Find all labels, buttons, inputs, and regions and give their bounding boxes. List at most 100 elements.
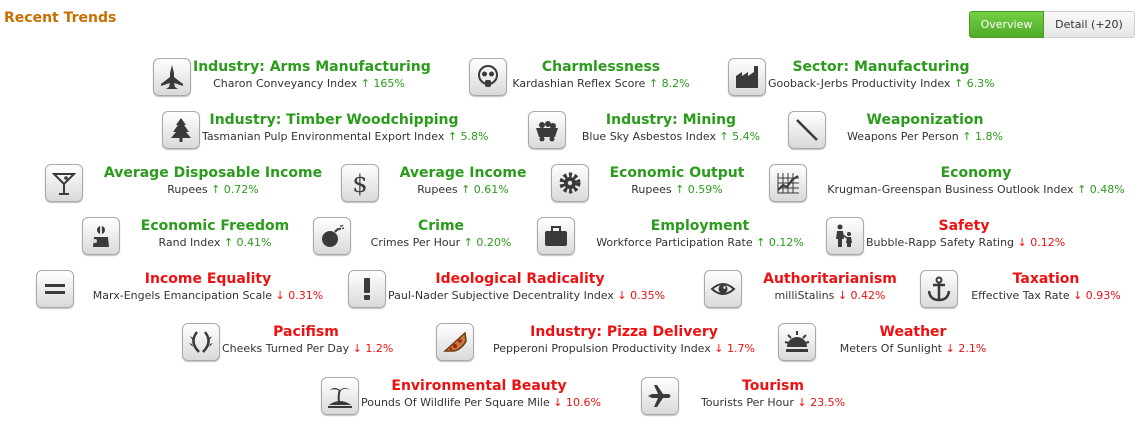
trend-change: ↑ 0.72% [211,183,259,196]
trend-change: ↑ 5.8% [447,130,489,143]
trend-text: Industry: Mining Blue Sky Asbestos Index… [568,112,774,144]
trend-name[interactable]: Industry: Mining [605,112,737,128]
trend-subtitle: Workforce Participation Rate ↑ 0.12% [577,235,823,250]
trend-name[interactable]: Economic Output [609,165,745,181]
trend-employment[interactable]: Employment Workforce Participation Rate … [537,216,823,256]
trend-index: Crimes Per Hour [370,236,461,249]
trend-name[interactable]: Industry: Arms Manufacturing [193,59,431,75]
bomb-icon [313,217,351,255]
trend-subtitle: Tasmanian Pulp Environmental Export Inde… [202,129,489,144]
trend-crime[interactable]: Crime Crimes Per Hour ↑ 0.20% [313,216,529,256]
tab-detail[interactable]: Detail (+20) [1044,11,1135,38]
trend-change: ↓ 10.6% [553,396,601,409]
trend-ideological-radicality[interactable]: Ideological Radicality Paul-Nader Subjec… [348,269,665,309]
svg-text:$: $ [352,170,367,196]
trend-name[interactable]: Authoritarianism [763,271,897,287]
trend-industry-mining[interactable]: Industry: Mining Blue Sky Asbestos Index… [528,110,774,150]
trend-text: Sector: Manufacturing Gooback-Jerbs Prod… [768,59,995,91]
trend-name[interactable]: Environmental Beauty [391,378,567,394]
trend-sector-manufacturing[interactable]: Sector: Manufacturing Gooback-Jerbs Prod… [728,57,995,97]
trend-change: ↑ 5.4% [719,130,761,143]
trend-name[interactable]: Tourism [742,378,804,394]
trend-index: Gooback-Jerbs Productivity Index [768,77,951,90]
trend-subtitle: milliStalins ↓ 0.42% [744,288,916,303]
trend-subtitle: Marx-Engels Emancipation Scale ↓ 0.31% [76,288,340,303]
trend-weather[interactable]: Weather Meters Of Sunlight ↓ 2.1% [778,322,1008,362]
trend-name[interactable]: Safety [938,218,990,234]
section-title: Recent Trends [4,10,117,26]
gas-mask-icon [469,58,507,96]
trend-text: Industry: Pizza Delivery Pepperoni Propu… [476,324,772,356]
trend-index: Meters Of Sunlight [839,342,943,355]
trend-change: ↓ 0.35% [617,289,666,302]
trend-name[interactable]: Crime [417,218,465,234]
trend-index: Marx-Engels Emancipation Scale [92,289,273,302]
trend-text: Income Equality Marx-Engels Emancipation… [76,271,340,303]
trend-index: Paul-Nader Subjective Decentrality Index [388,289,614,302]
trend-text: Industry: Timber Woodchipping Tasmanian … [202,112,489,144]
trend-taxation[interactable]: Taxation Effective Tax Rate ↓ 0.93% [920,269,1132,309]
trend-change: ↓ 0.42% [837,289,886,302]
trend-economy[interactable]: Economy Krugman-Greenspan Business Outlo… [769,163,1138,203]
trend-text: Tourism Tourists Per Hour ↓ 23.5% [681,378,865,410]
trend-text: Average Disposable Income Rupees ↑ 0.72% [85,165,341,197]
trend-text: Safety Bubble-Rapp Safety Rating ↓ 0.12% [866,218,1065,250]
trend-industry-arms-manufacturing[interactable]: Industry: Arms Manufacturing Charon Conv… [153,57,431,97]
trend-name[interactable]: Average Income [399,165,527,181]
trend-name[interactable]: Income Equality [144,271,272,287]
trend-text: Employment Workforce Participation Rate … [577,218,823,250]
trend-subtitle: Blue Sky Asbestos Index ↑ 5.4% [568,129,774,144]
trend-industry-timber-woodchipping[interactable]: Industry: Timber Woodchipping Tasmanian … [162,110,489,150]
trend-change: ↑ 1.8% [962,130,1003,143]
trend-name[interactable]: Ideological Radicality [435,271,605,287]
trend-name[interactable]: Economic Freedom [140,218,290,234]
jet-icon [153,58,191,96]
trend-index: Krugman-Greenspan Business Outlook Index [827,183,1074,196]
trend-name[interactable]: Weaponization [866,112,984,128]
trend-subtitle: Effective Tax Rate ↓ 0.93% [960,288,1132,303]
trend-name[interactable]: Average Disposable Income [103,165,323,181]
trend-economic-output[interactable]: Economic Output Rupees ↑ 0.59% [551,163,763,203]
market-icon [82,217,120,255]
trend-text: Crime Crimes Per Hour ↑ 0.20% [353,218,529,250]
trend-weaponization[interactable]: Weaponization Weapons Per Person ↑ 1.8% [788,110,1022,150]
trend-economic-freedom[interactable]: Economic Freedom Rand Index ↑ 0.41% [82,216,308,256]
trend-index: Rupees [631,183,672,196]
trend-subtitle: Tourists Per Hour ↓ 23.5% [681,395,865,410]
trend-average-income[interactable]: $ Average Income Rupees ↑ 0.61% [341,163,545,203]
trend-tourism[interactable]: Tourism Tourists Per Hour ↓ 23.5% [641,376,865,416]
trend-safety[interactable]: Safety Bubble-Rapp Safety Rating ↓ 0.12% [826,216,1065,256]
trend-name[interactable]: Charmlessness [541,59,661,75]
trend-name[interactable]: Sector: Manufacturing [792,59,970,75]
trend-index: Rand Index [158,236,221,249]
trend-average-disposable-income[interactable]: Average Disposable Income Rupees ↑ 0.72% [45,163,341,203]
trend-name[interactable]: Employment [650,218,750,234]
trend-text: Average Income Rupees ↑ 0.61% [381,165,545,197]
pizza-icon [436,323,474,361]
trend-index: Weapons Per Person [847,130,959,143]
trend-authoritarianism[interactable]: Authoritarianism milliStalins ↓ 0.42% [704,269,916,309]
tab-overview[interactable]: Overview [969,11,1044,38]
trend-income-equality[interactable]: Income Equality Marx-Engels Emancipation… [36,269,340,309]
trend-change: ↑ 0.59% [675,183,723,196]
trend-subtitle: Rupees ↑ 0.61% [381,182,545,197]
trend-name[interactable]: Industry: Timber Woodchipping [209,112,459,128]
factory-icon [728,58,766,96]
trend-name[interactable]: Taxation [1012,271,1080,287]
trend-index: Blue Sky Asbestos Index [581,130,716,143]
trend-index: Tasmanian Pulp Environmental Export Inde… [202,130,445,143]
trend-name[interactable]: Pacifism [273,324,339,340]
trend-charmlessness[interactable]: Charmlessness Kardashian Reflex Score ↑ … [469,57,693,97]
trend-industry-pizza-delivery[interactable]: Industry: Pizza Delivery Pepperoni Propu… [436,322,772,362]
trend-index: Rupees [167,183,208,196]
trend-name[interactable]: Industry: Pizza Delivery [530,324,718,340]
anchor-icon [920,270,958,308]
briefcase-icon [537,217,575,255]
trend-name[interactable]: Economy [940,165,1012,181]
trend-name[interactable]: Weather [879,324,947,340]
trend-environmental-beauty[interactable]: Environmental Beauty Pounds Of Wildlife … [321,376,601,416]
trend-pacifism[interactable]: Pacifism Cheeks Turned Per Day ↓ 1.2% [182,322,393,362]
trend-text: Pacifism Cheeks Turned Per Day ↓ 1.2% [222,324,393,356]
dollar-icon: $ [341,164,379,202]
trend-change: ↓ 1.2% [352,342,394,355]
